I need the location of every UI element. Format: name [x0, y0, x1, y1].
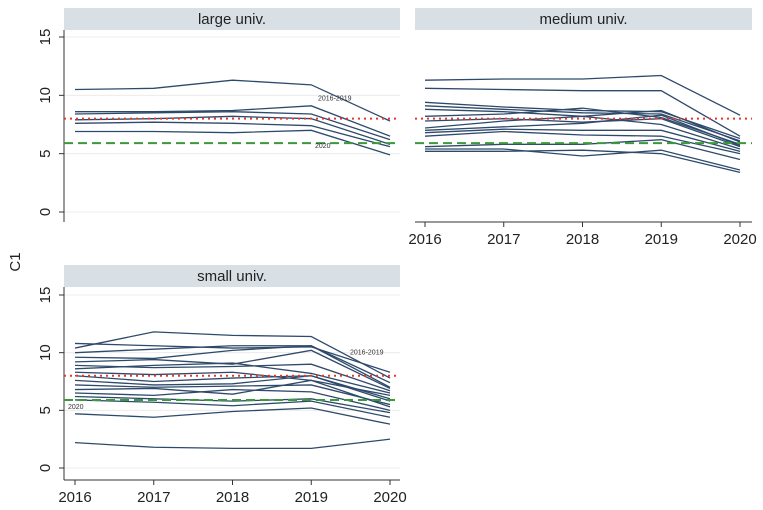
panel-header — [64, 8, 400, 30]
panel-header — [64, 265, 400, 287]
panel-header — [415, 8, 752, 30]
series-line — [74, 395, 391, 414]
series-line — [424, 107, 741, 145]
series-line — [74, 345, 391, 384]
series-line — [74, 399, 391, 418]
series-line — [424, 128, 741, 152]
y-axis-title: C1 — [7, 252, 24, 271]
series-line — [74, 384, 391, 406]
series-line — [74, 121, 391, 148]
series-line — [74, 379, 391, 408]
reference-label: 2020 — [315, 143, 331, 150]
y-tick-label: 15 — [37, 287, 54, 304]
y-tick-label: 10 — [37, 344, 54, 361]
reference-label: 2016-2019 — [350, 350, 384, 357]
series-line — [74, 371, 391, 396]
series-line — [424, 74, 741, 116]
series-line — [424, 118, 741, 148]
y-tick-label: 0 — [37, 208, 54, 216]
series-line — [74, 375, 391, 402]
series-line — [74, 342, 391, 373]
x-tick-label: 2020 — [723, 231, 756, 248]
series-line — [424, 108, 741, 143]
series-line — [425, 148, 741, 171]
x-tick-label: 2017 — [137, 489, 170, 506]
y-tick-label: 0 — [37, 464, 54, 472]
series-line — [424, 139, 741, 161]
series-line — [74, 115, 391, 145]
series-line — [424, 115, 741, 150]
series-line — [74, 388, 391, 411]
series-line — [74, 331, 391, 379]
reference-label: 2016-2019 — [318, 96, 352, 103]
x-tick-label: 2020 — [373, 489, 406, 506]
series-line — [74, 362, 391, 394]
series-line — [425, 149, 741, 173]
y-tick-label: 5 — [37, 149, 54, 157]
x-tick-label: 2019 — [645, 231, 678, 248]
x-tick-label: 2016 — [408, 231, 441, 248]
y-tick-label: 15 — [37, 29, 54, 46]
x-tick-label: 2018 — [216, 489, 249, 506]
x-tick-label: 2019 — [295, 489, 328, 506]
series-line — [74, 79, 391, 122]
series-line — [74, 349, 391, 390]
x-tick-label: 2016 — [58, 489, 91, 506]
y-tick-label: 10 — [37, 87, 54, 104]
series-line — [75, 129, 391, 156]
x-tick-label: 2018 — [566, 231, 599, 248]
series-line — [424, 87, 741, 137]
panel-title: small univ. — [197, 268, 267, 285]
series-line — [424, 130, 741, 155]
series-line — [74, 407, 391, 425]
series-line — [424, 114, 741, 147]
series-line — [74, 345, 391, 388]
series-line — [75, 105, 391, 137]
series-line — [74, 438, 391, 450]
series-line — [74, 375, 391, 400]
series-line — [74, 111, 391, 141]
series-line — [424, 105, 741, 142]
x-tick-label: 2017 — [487, 231, 520, 248]
panel-title: medium univ. — [539, 11, 627, 28]
panel-title: large univ. — [198, 11, 266, 28]
y-tick-label: 5 — [37, 406, 54, 414]
reference-label: 2020 — [68, 404, 84, 411]
